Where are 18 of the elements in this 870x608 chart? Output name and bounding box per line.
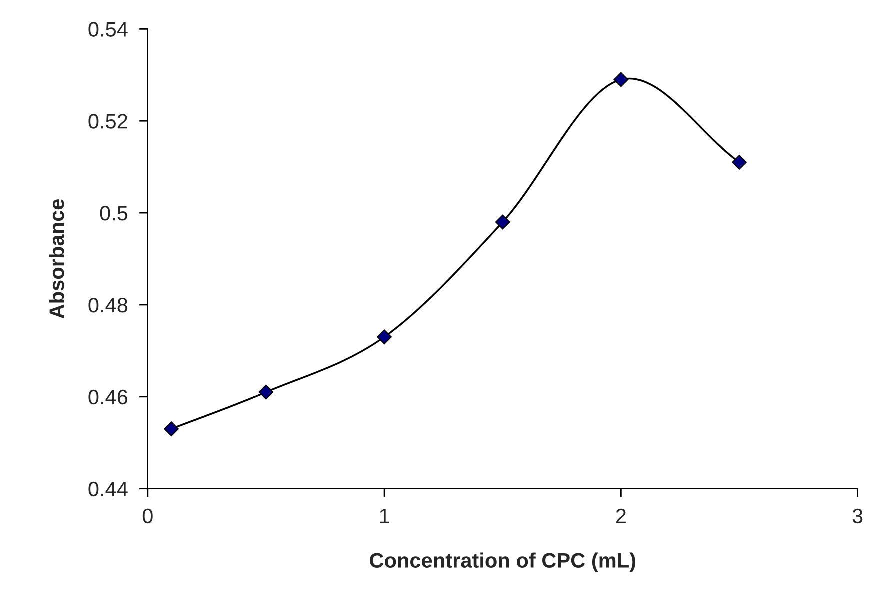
y-tick-label: 0.52 <box>88 114 128 129</box>
x-tick-label: 1 <box>380 509 390 524</box>
x-tick-label: 3 <box>852 508 863 524</box>
point <box>614 72 629 88</box>
x-axis-title: Concentration of CPC (mL) <box>370 552 636 572</box>
point <box>258 384 274 400</box>
y-tick-label: 0.48 <box>88 298 128 313</box>
point <box>732 155 747 170</box>
y-tick-label: 0.46 <box>88 390 128 405</box>
y-tick-label: 0.44 <box>88 482 128 497</box>
point <box>164 422 179 437</box>
y-axis-title: Absorbance <box>49 200 64 319</box>
point <box>377 330 392 345</box>
point <box>495 214 510 230</box>
y-tick-label: 0.5 <box>100 206 128 221</box>
x-tick-label: 2 <box>616 508 626 524</box>
x-tick-label: 0 <box>142 508 153 524</box>
y-tick-label: 0.54 <box>88 22 128 37</box>
